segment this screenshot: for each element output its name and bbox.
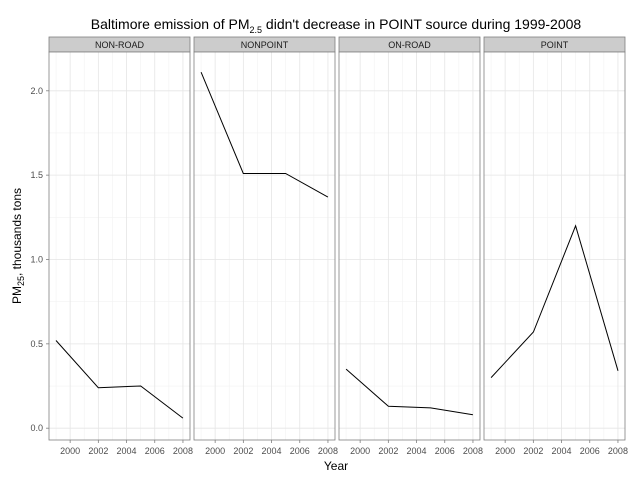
y-tick-label: 0.5	[30, 339, 43, 349]
chart-title: Baltimore emission of PM2.5 didn't decre…	[91, 16, 582, 35]
facet-panel: NON-ROAD 2000 2002 2004 2006 2008 0.0 0.5 1.0 1.5…	[30, 36, 193, 456]
x-tick-label: 2008	[608, 446, 628, 456]
x-tick-label: 2002	[378, 446, 398, 456]
facet-strip-label: ON-ROAD	[388, 40, 431, 50]
series-line	[200, 72, 329, 198]
x-tick-label: 2002	[88, 446, 108, 456]
panel-border	[193, 51, 336, 441]
series-line	[490, 224, 619, 378]
x-tick-label: 2000	[60, 446, 80, 456]
x-axis-title: Year	[324, 459, 348, 473]
facet-panel: NONPOINT 2000 2002 2004 2006 2008	[193, 36, 338, 456]
x-tick-label: 2004	[407, 446, 427, 456]
x-tick-label: 2008	[173, 446, 193, 456]
x-tick-label: 2006	[580, 446, 600, 456]
panel-background	[49, 52, 190, 440]
panel-background	[339, 52, 480, 440]
panel-border	[338, 51, 481, 441]
x-tick-label: 2006	[145, 446, 165, 456]
x-tick-label: 2000	[205, 446, 225, 456]
x-tick-label: 2004	[117, 446, 137, 456]
x-tick-label: 2000	[495, 446, 515, 456]
x-tick-label: 2004	[262, 446, 282, 456]
x-tick-label: 2008	[318, 446, 338, 456]
x-tick-label: 2000	[350, 446, 370, 456]
y-tick-label: 2.0	[30, 86, 43, 96]
x-tick-label: 2006	[435, 446, 455, 456]
facet-panels: NON-ROAD 2000 2002 2004 2006 2008 0.0 0.5 1.0 1.5…	[30, 36, 628, 456]
facet-strip-label: NONPOINT	[241, 40, 289, 50]
x-tick-label: 2002	[233, 446, 253, 456]
x-tick-label: 2002	[523, 446, 543, 456]
y-axis-title: PM25, thousands tons	[10, 188, 26, 304]
facet-panel: ON-ROAD 2000 2002 2004 2006 2008	[338, 36, 483, 456]
panel-background	[194, 52, 335, 440]
y-tick-label: 0.0	[30, 423, 43, 433]
facet-strip-label: NON-ROAD	[95, 40, 144, 50]
x-tick-label: 2004	[552, 446, 572, 456]
series-line	[55, 340, 184, 419]
x-tick-label: 2006	[290, 446, 310, 456]
panel-border	[483, 51, 626, 441]
y-tick-label: 1.0	[30, 254, 43, 264]
facet-panel: POINT 2000 2002 2004 2006 2008	[483, 36, 628, 456]
x-tick-label: 2008	[463, 446, 483, 456]
facet-strip-label: POINT	[541, 40, 569, 50]
series-line	[345, 368, 473, 416]
panel-background	[484, 52, 625, 440]
y-tick-label: 1.5	[30, 170, 43, 180]
panel-border	[48, 51, 191, 441]
